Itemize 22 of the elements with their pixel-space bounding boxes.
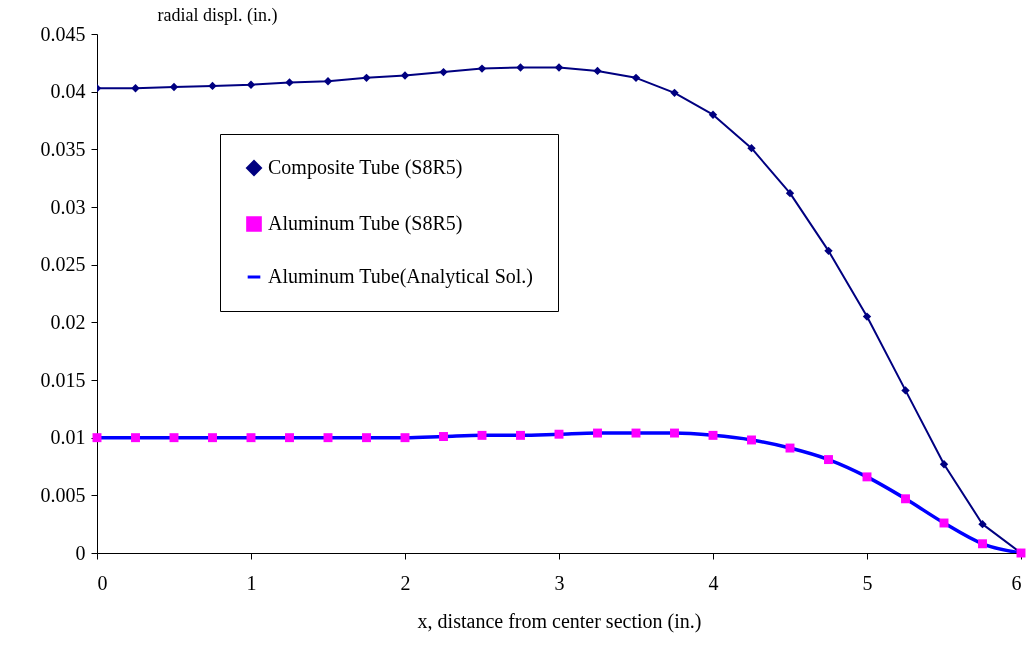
y-tick-label: 0.03 <box>50 195 86 218</box>
legend-label: Aluminum Tube (S8R5) <box>268 212 463 235</box>
x-tick-label: 3 <box>554 571 565 594</box>
x-tick-label: 0 <box>97 571 108 594</box>
y-tick-label: 0.045 <box>40 22 86 45</box>
y-axis-title: radial displ. (in.) <box>157 4 278 26</box>
x-axis-title: x, distance from center section (in.) <box>417 609 702 633</box>
legend-label: Aluminum Tube(Analytical Sol.) <box>268 265 533 288</box>
y-tick-label: 0 <box>75 541 86 564</box>
y-tick-label: 0.01 <box>50 426 86 449</box>
y-tick-label: 0.04 <box>50 80 86 103</box>
x-tick-label: 6 <box>1011 571 1022 594</box>
y-tick-label: 0.02 <box>50 310 86 333</box>
y-tick-label: 0.005 <box>40 483 86 506</box>
y-tick-label: 0.035 <box>40 137 86 160</box>
x-tick-label: 1 <box>246 571 257 594</box>
y-tick-label: 0.015 <box>40 368 86 391</box>
y-tick-label: 0.025 <box>40 253 86 276</box>
x-tick-label: 2 <box>400 571 411 594</box>
legend-label: Composite Tube (S8R5) <box>268 156 463 179</box>
x-tick-label: 4 <box>708 571 719 594</box>
x-tick-label: 5 <box>862 571 873 594</box>
